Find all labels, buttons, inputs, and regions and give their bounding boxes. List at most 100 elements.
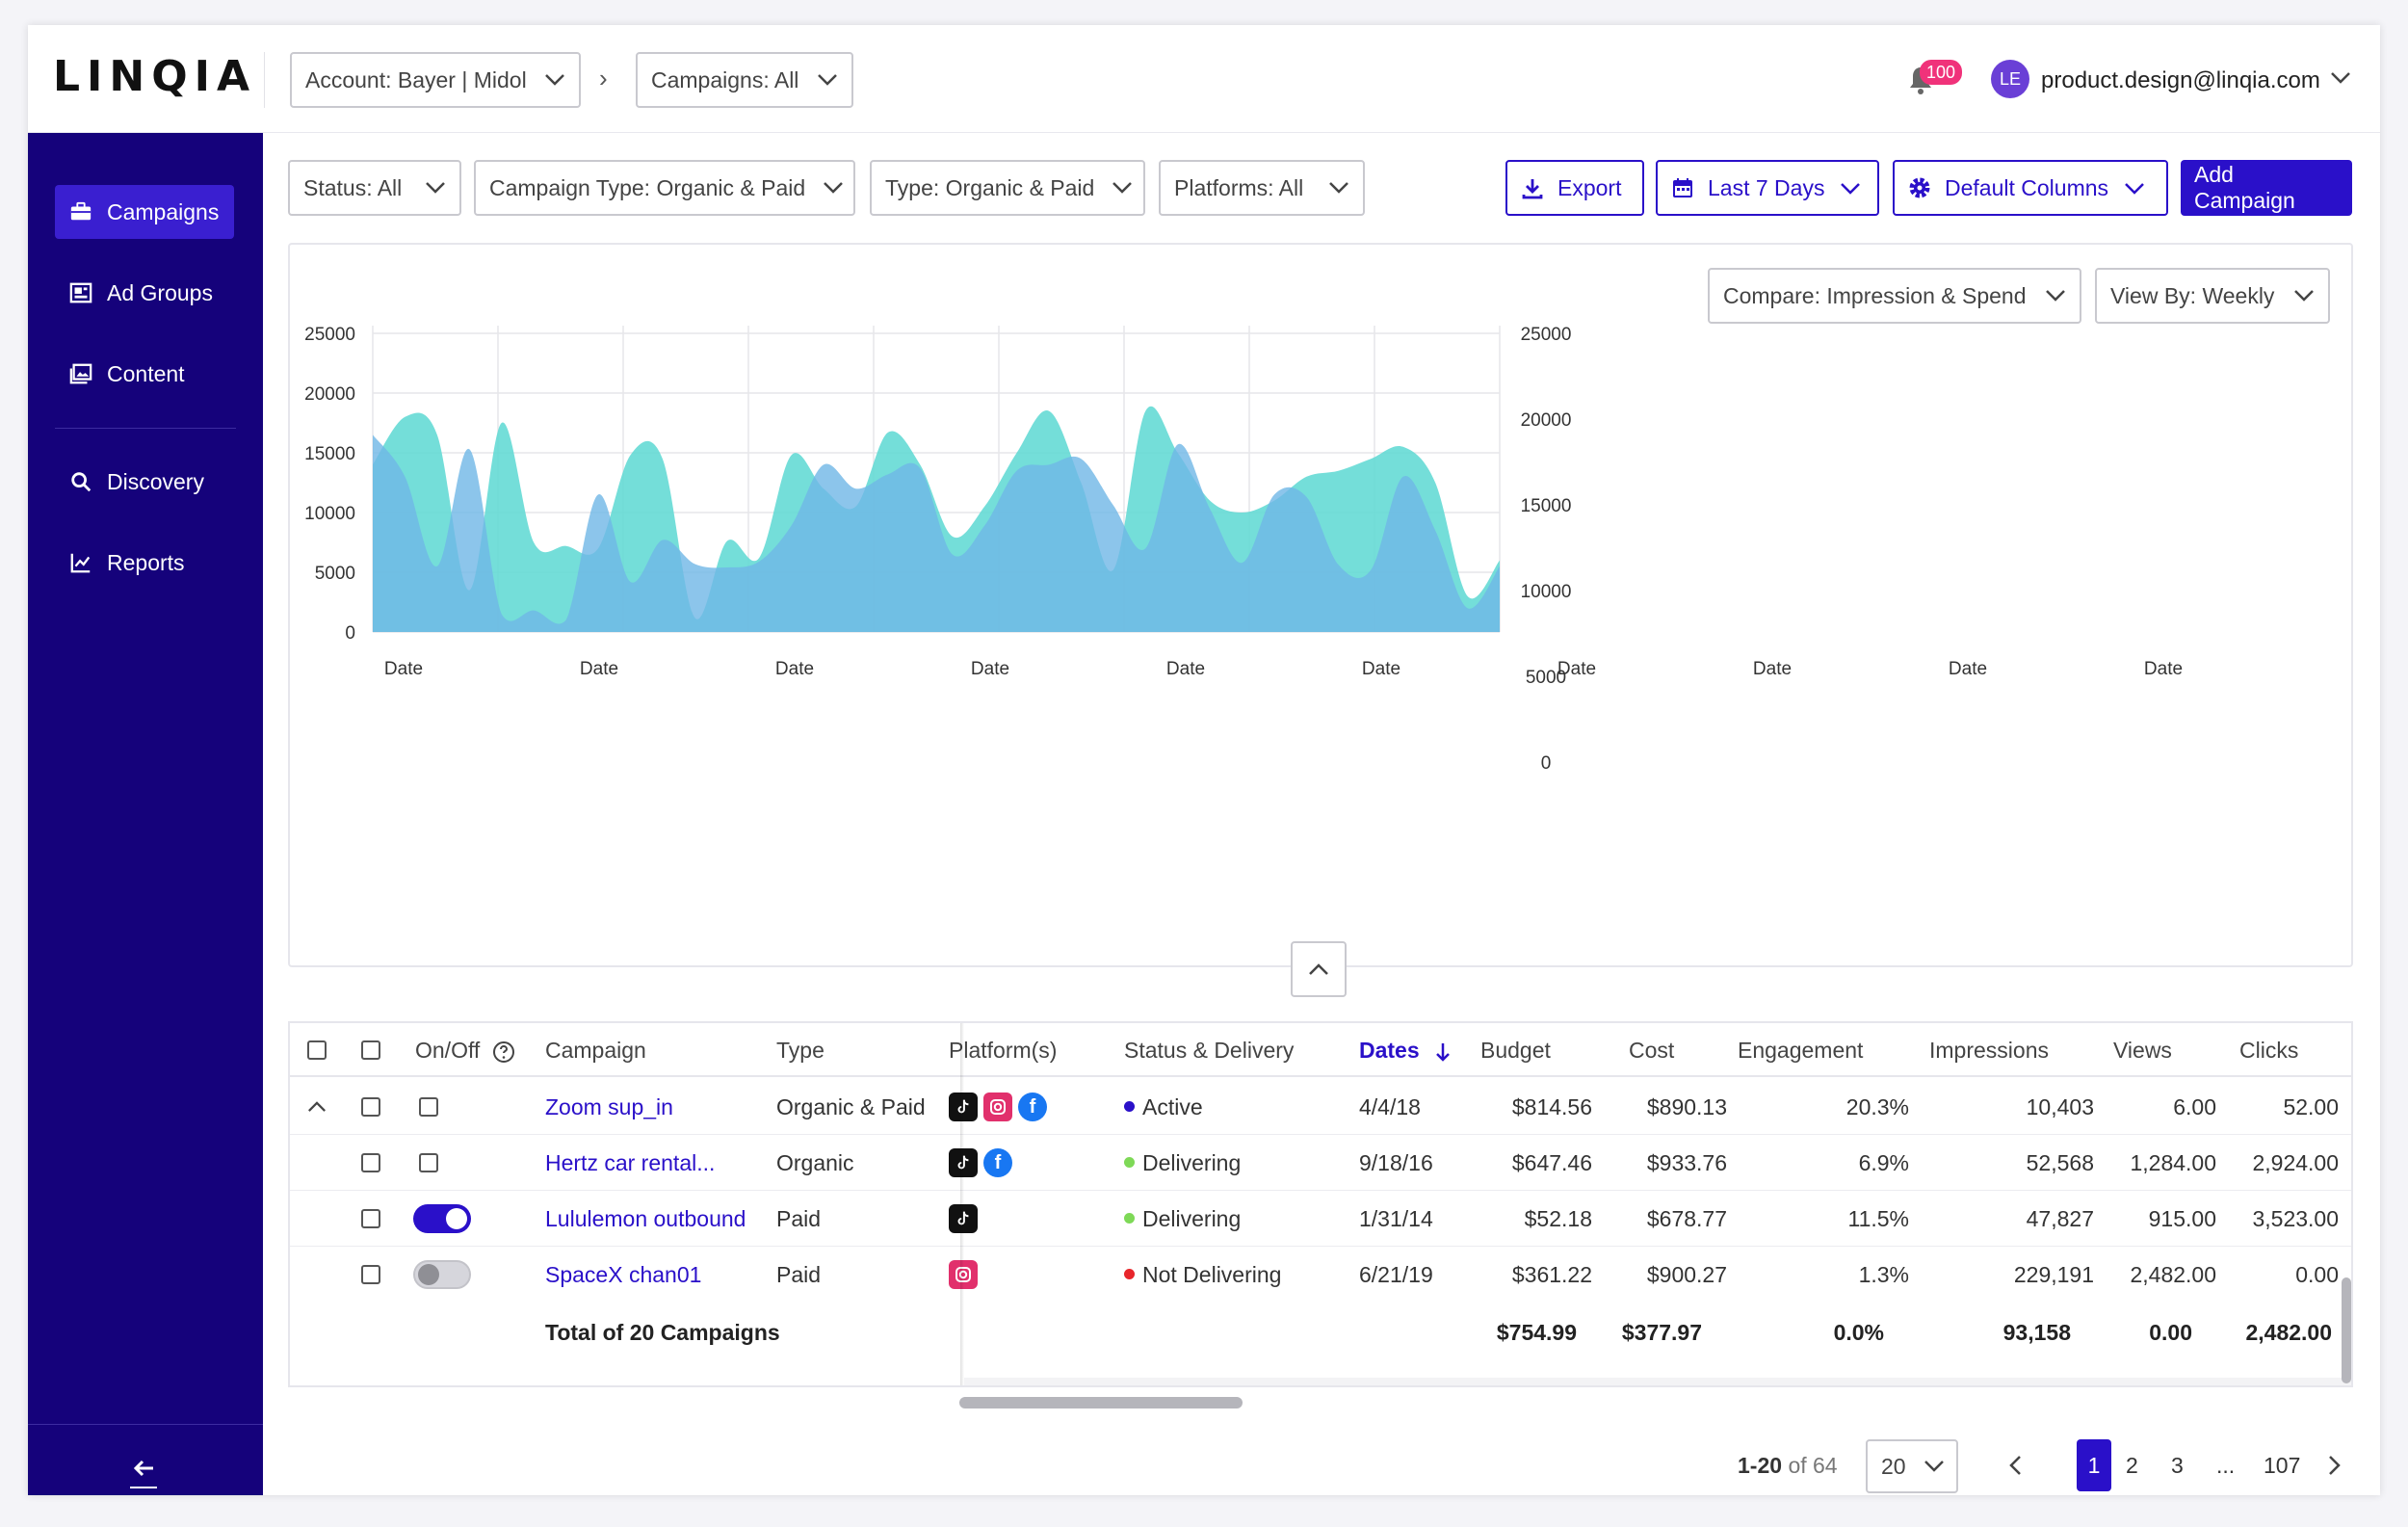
campaign-link[interactable]: Hertz car rental...: [545, 1150, 716, 1175]
on-off-toggle[interactable]: [413, 1204, 471, 1233]
table-row[interactable]: Zoom sup_in Organic & Paid f Active 4/4/…: [290, 1079, 2351, 1135]
linqia-logo[interactable]: LINQIA: [53, 52, 257, 101]
add-campaign-button[interactable]: Add Campaign: [2181, 160, 2352, 216]
y-axis-left-tick: 25000: [304, 325, 355, 345]
dates-cell: 1/31/14: [1359, 1206, 1433, 1231]
gear-icon: [1909, 177, 1930, 198]
table-row[interactable]: Hertz car rental... Organic f Delivering…: [290, 1135, 2351, 1191]
expand-all-checkbox[interactable]: [307, 1040, 327, 1060]
default-columns-select[interactable]: Default Columns: [1893, 160, 2168, 216]
status-filter[interactable]: Status: All: [288, 160, 461, 216]
table-row[interactable]: Lululemon outbound Paid Delivering 1/31/…: [290, 1191, 2351, 1247]
collapse-chart-button[interactable]: [1291, 941, 1347, 997]
frozen-column-divider: [960, 1023, 964, 1385]
row-toggle-checkbox[interactable]: [419, 1097, 438, 1117]
sidebar-item-label: Content: [107, 360, 185, 386]
total-budget: $754.99: [1496, 1320, 1577, 1345]
on-off-toggle[interactable]: [413, 1260, 471, 1289]
horizontal-scrollbar[interactable]: [964, 1378, 2351, 1385]
search-icon: [68, 469, 93, 494]
sidebar-item-campaigns[interactable]: Campaigns: [55, 185, 234, 239]
account-select[interactable]: Account: Bayer | Midol: [290, 52, 581, 108]
col-header-views[interactable]: Views: [2113, 1038, 2172, 1063]
impressions-cell: 10,403: [2026, 1094, 2094, 1119]
status-dot: [1124, 1101, 1135, 1113]
col-header-label: Dates: [1359, 1038, 1420, 1063]
row-checkbox[interactable]: [361, 1209, 380, 1228]
platforms-filter[interactable]: Platforms: All: [1159, 160, 1365, 216]
user-email[interactable]: product.design@linqia.com: [2041, 67, 2320, 93]
table-row[interactable]: SpaceX chan01 Paid Not Delivering 6/21/1…: [290, 1247, 2351, 1303]
col-header-impressions[interactable]: Impressions: [1929, 1038, 2049, 1063]
col-header-campaign[interactable]: Campaign: [545, 1038, 646, 1063]
campaign-type-filter[interactable]: Campaign Type: Organic & Paid: [474, 160, 855, 216]
row-checkbox[interactable]: [361, 1153, 380, 1172]
avatar[interactable]: LE: [1991, 60, 2029, 98]
tiktok-icon: [949, 1093, 978, 1121]
row-checkbox[interactable]: [361, 1265, 380, 1284]
toggle-knob: [446, 1208, 467, 1229]
chevron-up-icon[interactable]: [307, 1100, 327, 1113]
col-header-status[interactable]: Status & Delivery: [1124, 1038, 1295, 1063]
chevron-left-icon[interactable]: [2008, 1455, 2022, 1476]
sidebar-item-label: Ad Groups: [107, 279, 213, 305]
col-header-dates[interactable]: Dates: [1359, 1023, 1451, 1077]
x-axis-tick: Date: [971, 659, 1009, 679]
type-filter[interactable]: Type: Organic & Paid: [870, 160, 1145, 216]
table-header-row: [290, 1023, 2351, 1077]
x-axis-tick: Date: [1753, 659, 1792, 679]
totals-label: Total of 20 Campaigns: [545, 1320, 780, 1345]
sidebar-item-content[interactable]: Content: [55, 347, 234, 401]
status-label: Not Delivering: [1142, 1262, 1282, 1287]
export-button[interactable]: Export: [1505, 160, 1644, 216]
clicks-cell: 2,924.00: [2252, 1150, 2339, 1175]
row-toggle-checkbox[interactable]: [419, 1153, 438, 1172]
col-header-engagement[interactable]: Engagement: [1738, 1038, 1864, 1063]
instagram-icon: [949, 1260, 978, 1289]
dates-cell: 6/21/19: [1359, 1262, 1433, 1287]
campaign-link[interactable]: Zoom sup_in: [545, 1094, 673, 1119]
compare-select-label: Compare: Impression & Spend: [1723, 282, 2027, 308]
chevron-right-icon[interactable]: [2328, 1455, 2342, 1476]
view-by-select[interactable]: View By: Weekly: [2095, 268, 2330, 324]
notification-badge: 100: [1920, 60, 1963, 85]
row-checkbox[interactable]: [361, 1097, 380, 1117]
collapse-sidebar-icon[interactable]: [128, 1451, 159, 1489]
type-filter-label: Type: Organic & Paid: [885, 174, 1095, 200]
range-label: 1-20: [1738, 1453, 1783, 1478]
default-columns-label: Default Columns: [1945, 174, 2109, 200]
dates-cell: 9/18/16: [1359, 1150, 1433, 1175]
views-cell: 6.00: [2173, 1094, 2216, 1119]
campaign-link[interactable]: SpaceX chan01: [545, 1262, 702, 1287]
campaigns-select[interactable]: Campaigns: All: [636, 52, 853, 108]
sidebar-item-reports[interactable]: Reports: [55, 536, 234, 590]
user-menu-chevron-icon[interactable]: [2330, 71, 2351, 90]
page-1-button[interactable]: 1: [2077, 1439, 2111, 1491]
campaigns-select-label: Campaigns: All: [651, 66, 799, 92]
total-impressions: 93,158: [2002, 1320, 2071, 1345]
col-header-budget[interactable]: Budget: [1480, 1038, 1551, 1063]
page-107-button[interactable]: 107: [2264, 1453, 2301, 1478]
date-range-select[interactable]: Last 7 Days: [1656, 160, 1879, 216]
col-header-on-off[interactable]: On/Off: [415, 1023, 515, 1077]
compare-select[interactable]: Compare: Impression & Spend: [1708, 268, 2081, 324]
page-3-button[interactable]: 3: [2171, 1453, 2184, 1478]
status-dot: [1124, 1213, 1135, 1224]
col-header-platforms[interactable]: Platform(s): [949, 1038, 1058, 1063]
top-header: LINQIA Account: Bayer | Midol › Campaign…: [28, 25, 2380, 133]
help-icon[interactable]: [492, 1040, 515, 1064]
campaign-link[interactable]: Lululemon outbound: [545, 1206, 746, 1231]
col-header-clicks[interactable]: Clicks: [2239, 1038, 2299, 1063]
col-header-label: On/Off: [415, 1038, 481, 1063]
sidebar-item-ad-groups[interactable]: Ad Groups: [55, 266, 234, 320]
col-header-cost[interactable]: Cost: [1629, 1038, 1675, 1063]
page-2-button[interactable]: 2: [2126, 1453, 2138, 1478]
vertical-scrollbar-thumb[interactable]: [2342, 1277, 2351, 1383]
horizontal-scrollbar-thumb[interactable]: [959, 1397, 1243, 1409]
sidebar-item-discovery[interactable]: Discovery: [55, 455, 234, 509]
instagram-icon: [983, 1093, 1012, 1121]
select-all-checkbox[interactable]: [361, 1040, 380, 1060]
page-size-select[interactable]: 20: [1866, 1439, 1958, 1493]
facebook-icon: f: [983, 1148, 1012, 1177]
col-header-type[interactable]: Type: [776, 1038, 824, 1063]
